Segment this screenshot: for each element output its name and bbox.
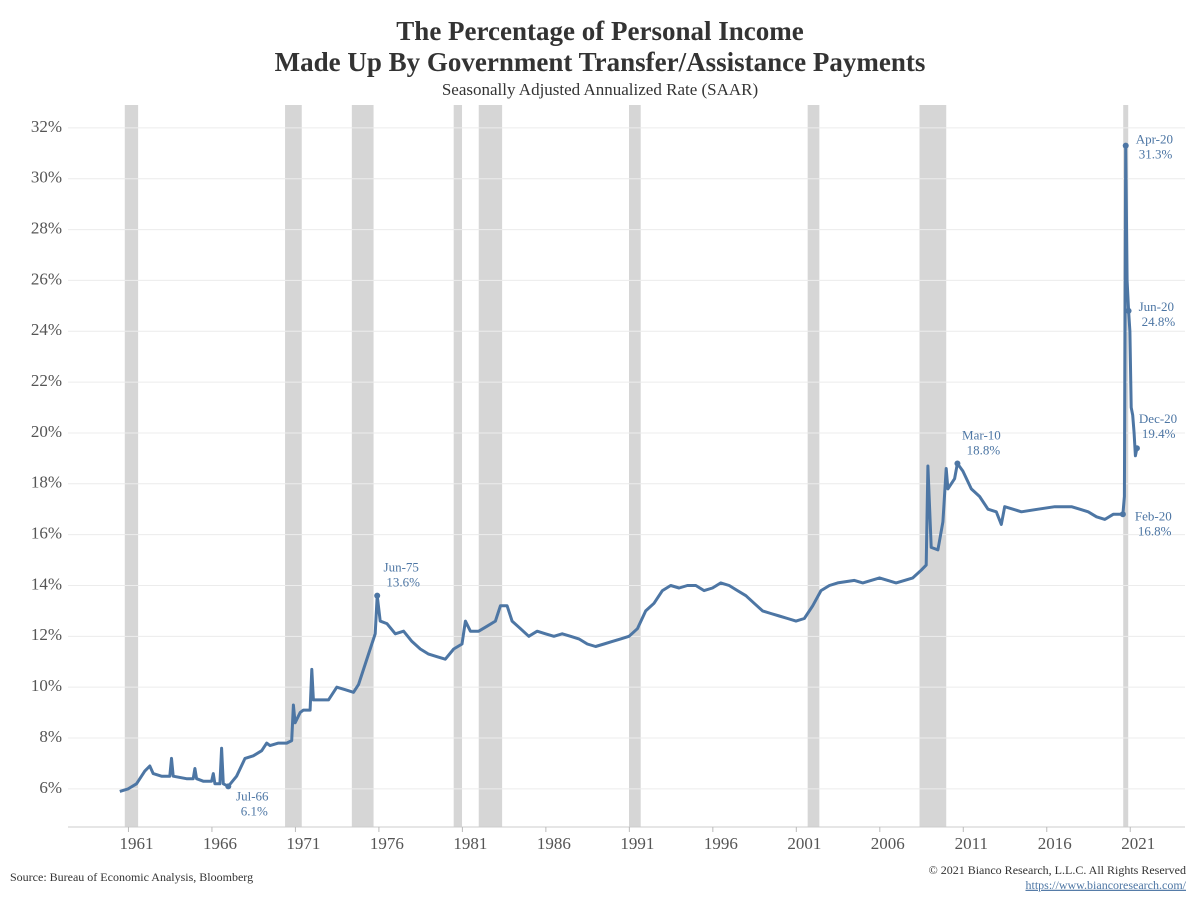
annotation-value: 16.8% <box>1138 523 1172 538</box>
y-tick-label: 20% <box>31 422 62 441</box>
annotation-dot <box>225 783 232 790</box>
y-tick-label: 30% <box>31 168 62 187</box>
x-tick-label: 2021 <box>1121 834 1155 853</box>
y-tick-label: 32% <box>31 117 62 136</box>
chart-title: Made Up By Government Transfer/Assistanc… <box>275 47 926 77</box>
y-tick-label: 28% <box>31 218 62 237</box>
annotation-value: 13.6% <box>386 575 420 590</box>
annotation-value: 31.3% <box>1139 147 1173 162</box>
annotation-value: 18.8% <box>967 442 1001 457</box>
recession-band <box>351 105 374 827</box>
x-tick-label: 1981 <box>453 834 487 853</box>
annotation-dot <box>374 592 381 599</box>
annotation-date: Apr-20 <box>1136 132 1173 147</box>
recession-band <box>807 105 820 827</box>
y-tick-label: 24% <box>31 320 62 339</box>
recession-band <box>629 105 641 827</box>
annotation-dot <box>1125 307 1132 314</box>
y-tick-label: 22% <box>31 371 62 390</box>
annotation-date: Dec-20 <box>1139 411 1177 426</box>
x-tick-label: 1961 <box>119 834 153 853</box>
x-tick-label: 2001 <box>787 834 821 853</box>
x-tick-label: 1976 <box>370 834 404 853</box>
url[interactable]: https://www.biancoresearch.com/ <box>1025 878 1186 892</box>
y-tick-label: 10% <box>31 676 62 695</box>
y-tick-label: 6% <box>39 778 62 797</box>
annotation-date: Jun-75 <box>384 560 419 575</box>
annotation-dot <box>1119 511 1126 518</box>
x-tick-label: 1966 <box>203 834 237 853</box>
x-tick-label: 2006 <box>871 834 905 853</box>
annotation-date: Jul-66 <box>236 788 269 803</box>
y-tick-label: 12% <box>31 625 62 644</box>
recession-band <box>124 105 139 827</box>
recession-band <box>453 105 463 827</box>
x-tick-label: 1991 <box>620 834 654 853</box>
x-tick-label: 2011 <box>955 834 988 853</box>
annotation-value: 19.4% <box>1142 426 1176 441</box>
recession-band <box>285 105 302 827</box>
annotation-value: 6.1% <box>241 803 268 818</box>
x-tick-label: 1971 <box>286 834 320 853</box>
y-tick-label: 8% <box>39 727 62 746</box>
x-tick-label: 2016 <box>1038 834 1072 853</box>
source: Source: Bureau of Economic Analysis, Blo… <box>10 870 253 884</box>
recession-band <box>478 105 503 827</box>
annotation-date: Jun-20 <box>1139 299 1174 314</box>
series-line <box>119 144 1139 793</box>
copyright: © 2021 Bianco Research, L.L.C. All Right… <box>929 863 1186 877</box>
y-tick-label: 18% <box>31 473 62 492</box>
annotation-dot <box>1133 445 1140 452</box>
y-tick-label: 14% <box>31 574 62 593</box>
y-tick-label: 26% <box>31 269 62 288</box>
annotation-date: Feb-20 <box>1135 508 1172 523</box>
annotation-dot <box>954 460 961 467</box>
annotation-dot <box>1122 142 1129 149</box>
y-tick-label: 16% <box>31 524 62 543</box>
chart-title: The Percentage of Personal Income <box>396 16 803 46</box>
x-tick-label: 1986 <box>537 834 571 853</box>
annotation-date: Mar-10 <box>962 427 1001 442</box>
annotation-value: 24.8% <box>1142 314 1176 329</box>
recession-band <box>919 105 947 827</box>
chart-subtitle: Seasonally Adjusted Annualized Rate (SAA… <box>442 80 758 99</box>
x-tick-label: 1996 <box>704 834 738 853</box>
